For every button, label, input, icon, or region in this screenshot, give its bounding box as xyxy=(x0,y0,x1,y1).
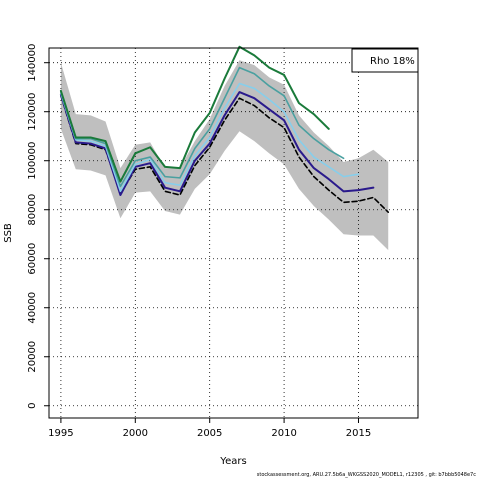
footer-source: stockassessment.org, ARU.27.5b6a_WKGSS20… xyxy=(256,472,476,478)
y-tick-label: 100000 xyxy=(27,142,38,180)
series-line-3 xyxy=(60,82,360,193)
x-tick-label: 1995 xyxy=(48,428,73,439)
axis-layer: 1995 2000 2005 2010 2015 0 20000 40000 60000 8000… xyxy=(27,44,371,439)
x-tick-label: 2010 xyxy=(271,428,296,439)
plot-frame xyxy=(48,47,419,419)
y-tick-label: 40000 xyxy=(27,292,38,324)
y-tick-label: 0 xyxy=(27,403,38,409)
y-tick-label: 80000 xyxy=(27,194,38,226)
legend: Rho 18% xyxy=(351,48,419,73)
y-tick-label: 20000 xyxy=(27,341,38,373)
series-line-5 xyxy=(59,45,330,183)
x-axis-title: Years xyxy=(219,456,246,467)
series-layer xyxy=(59,45,390,213)
x-tick-label: 2005 xyxy=(197,428,222,439)
legend-box xyxy=(351,48,419,73)
series-line-2 xyxy=(59,91,375,197)
y-axis-title: SSB xyxy=(3,223,14,243)
y-tick-label: 140000 xyxy=(27,44,38,82)
y-tick-label: 120000 xyxy=(27,93,38,131)
x-tick-label: 2000 xyxy=(123,428,148,439)
y-tick-label: 60000 xyxy=(27,243,38,275)
legend-text: Rho 18% xyxy=(370,56,415,67)
grid-layer xyxy=(49,48,418,418)
x-tick-label: 2015 xyxy=(346,428,371,439)
